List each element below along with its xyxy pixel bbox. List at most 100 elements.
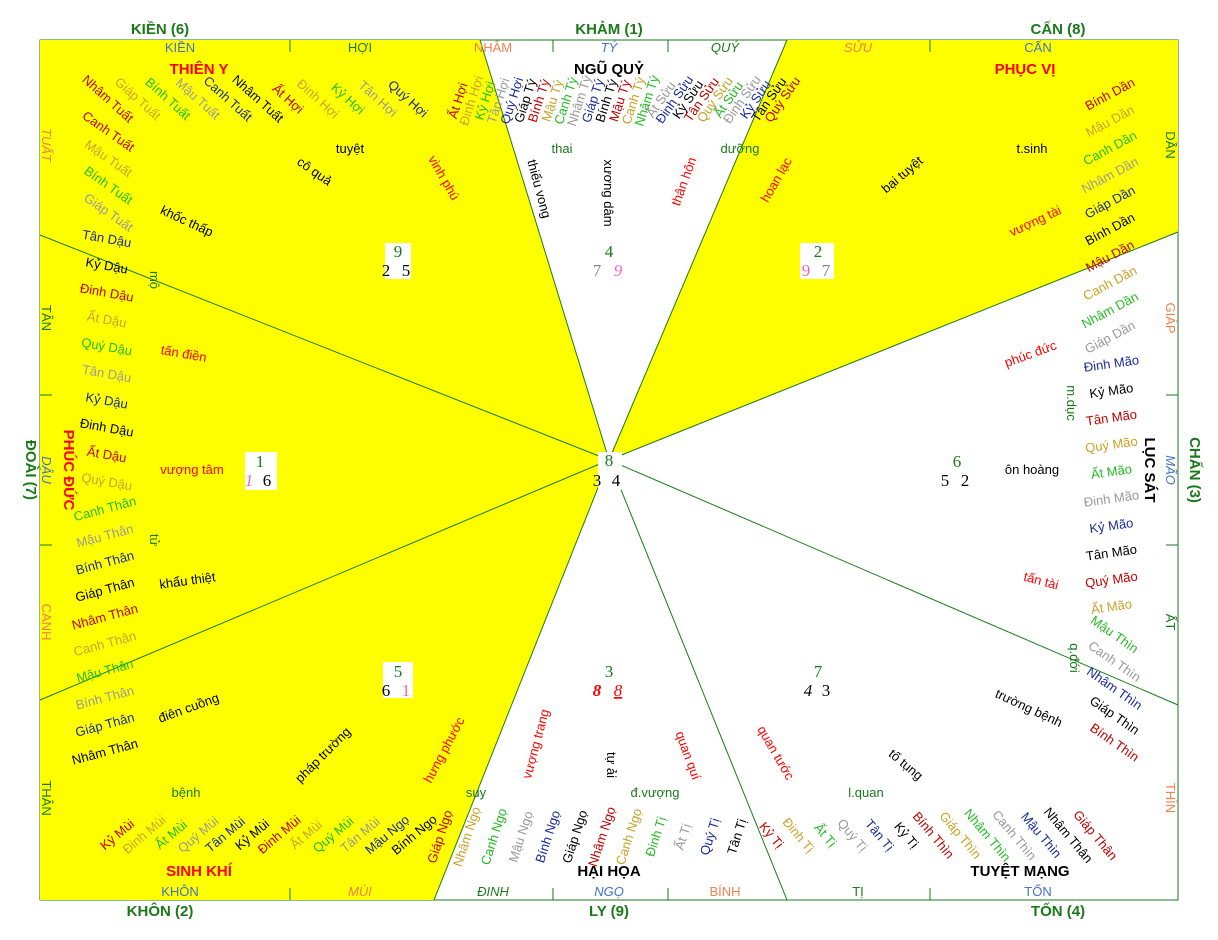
star-w-top: 1 <box>256 452 265 471</box>
edge-bottom-2: ĐINH <box>477 884 509 899</box>
star-ne-r: 7 <box>822 261 831 280</box>
star-n-top: 4 <box>605 242 614 261</box>
word: tự ải <box>604 752 619 778</box>
palace-w: PHÚC ĐỨC <box>60 430 78 511</box>
star-s-top: 3 <box>605 662 614 681</box>
ganzhi-label: Quý Mão <box>1084 568 1138 590</box>
star-n-r: 9 <box>614 261 623 280</box>
palace-n: NGŨ QUỶ <box>574 60 644 78</box>
star-s-l: 8 <box>593 681 602 700</box>
star-e-l: 5 <box>941 471 950 490</box>
star-center-l: 3 <box>593 471 602 490</box>
ray-wsw <box>39 459 610 701</box>
star-numbers: 8 3 4 4 7 9 9 2 5 2 9 7 6 5 2 1 1 6 5 6 … <box>245 242 970 700</box>
word: mộ <box>147 271 162 289</box>
ray-wnw <box>39 234 610 461</box>
sector-w: ĐOÀI (7) <box>22 440 39 500</box>
edge-top-1: HỢI <box>348 40 372 55</box>
edge-left-1: TÂN <box>39 305 54 331</box>
edge-bottom-4: BÍNH <box>709 884 740 899</box>
star-se-top: 7 <box>814 662 823 681</box>
word: ôn hoàng <box>1005 462 1059 477</box>
edge-top-0: KIỀN <box>165 40 195 55</box>
ray-ene <box>608 231 1179 461</box>
word: xương dâm <box>601 159 616 226</box>
palace-se: TUYỆT MẠNG <box>970 862 1069 880</box>
edge-ticks <box>40 40 1178 900</box>
ganzhi-label: Kỷ Dậu <box>84 389 129 411</box>
palace-sw: SINH KHÍ <box>166 863 233 880</box>
edge-right-0: DẦN <box>1163 131 1178 158</box>
edge-left-2: DẬU <box>39 456 54 484</box>
sector-se: TỐN (4) <box>1031 902 1085 920</box>
star-w-l: 1 <box>245 471 254 490</box>
star-ne-l: 9 <box>802 261 811 280</box>
word: thai <box>552 141 573 156</box>
palace-nw: THIÊN Y <box>170 60 229 78</box>
edge-top-4: QUÝ <box>711 40 741 55</box>
word: vượng tâm <box>160 462 223 477</box>
word: dưỡng <box>721 141 760 156</box>
word: l.quan <box>848 785 883 800</box>
yellow-region-southwest <box>40 460 609 900</box>
sector-n: KHẢM (1) <box>575 21 643 38</box>
ray-ssw <box>433 459 610 901</box>
star-e-r: 2 <box>961 471 970 490</box>
palace-names: THIÊN Y NGŨ QUỶ PHỤC VỊ LỤC SÁT TUYỆT MẠ… <box>60 60 1158 880</box>
ganzhi-label: Kỷ Mão <box>1089 380 1135 401</box>
ganzhi-label: Ất Mão <box>1090 461 1133 482</box>
ganzhi-label: Quý Mão <box>1084 433 1138 455</box>
star-center-r: 4 <box>612 471 621 490</box>
word: q.đới <box>1067 643 1082 673</box>
palace-s: HẠI HỌA <box>577 863 641 880</box>
sector-sw: KHÔN (2) <box>127 902 194 920</box>
star-ne-top: 2 <box>814 242 823 261</box>
palace-ne: PHỤC VỊ <box>995 61 1056 78</box>
edge-right-4: THÌN <box>1163 783 1178 813</box>
edge-left-4: THÂN <box>39 780 54 815</box>
star-sw-r: 1 <box>402 681 411 700</box>
star-se-r: 3 <box>822 681 831 700</box>
star-nw-r: 5 <box>402 261 411 280</box>
edge-bottom-0: KHÔN <box>161 884 199 899</box>
ne-box <box>800 243 834 279</box>
word: tuyệt <box>336 141 365 156</box>
sector-nw: KIỀN (6) <box>131 21 189 38</box>
edge-bottom-3: NGỌ <box>594 884 624 899</box>
edge-labels: KIỀN HỢI NHÂM TÝ QUÝ SỬU CẤN KHÔN MÙI ĐI… <box>39 40 1178 899</box>
edge-bottom-1: MÙI <box>348 884 372 899</box>
edge-bottom-5: TỊ <box>852 884 864 899</box>
star-n-l: 7 <box>593 261 602 280</box>
word: bệnh <box>172 785 201 800</box>
ray-sse <box>608 459 788 901</box>
star-sw-l: 6 <box>382 681 391 700</box>
word: t.sinh <box>1016 141 1047 156</box>
palace-e: LỤC SÁT <box>1141 438 1158 503</box>
star-sw-top: 5 <box>394 662 403 681</box>
ray-nnw <box>479 39 610 461</box>
ganzhi-label: Ất Mão <box>1090 596 1133 617</box>
edge-top-3: TÝ <box>601 40 619 55</box>
word: đ.vượng <box>630 785 679 800</box>
sector-s: LY (9) <box>589 903 629 920</box>
word: tử <box>147 534 162 547</box>
ganzhi-label: Ất Dậu <box>86 309 128 331</box>
word: suy <box>466 785 487 800</box>
w-box <box>245 452 277 490</box>
yellow-region-northeast <box>609 40 1178 460</box>
star-w-r: 6 <box>263 471 272 490</box>
ray-nne <box>608 39 788 461</box>
star-nw-l: 2 <box>382 261 391 280</box>
edge-top-2: NHÂM <box>474 40 512 55</box>
edge-right-3: ẤT <box>1163 614 1178 631</box>
center-box <box>598 452 622 490</box>
nw-box <box>385 243 411 279</box>
ganzhi-label: Tân Mão <box>1085 407 1138 429</box>
edge-top-5: SỬU <box>844 40 873 55</box>
ganzhi-label: Ất Dậu <box>86 444 128 466</box>
star-s-r: 8 <box>614 681 623 700</box>
yellow-region-northwest <box>40 40 609 460</box>
sector-titles: KIỀN (6) KHẢM (1) CẤN (8) KHÔN (2) LY (9… <box>22 21 1203 920</box>
sector-e: CHẤN (3) <box>1186 437 1203 503</box>
